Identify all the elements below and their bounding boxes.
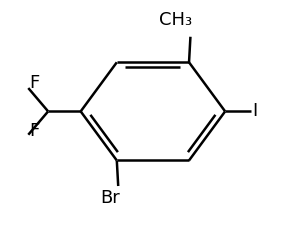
Text: I: I: [252, 102, 257, 120]
Text: F: F: [29, 122, 39, 140]
Text: CH₃: CH₃: [159, 11, 192, 29]
Text: F: F: [29, 74, 39, 92]
Text: Br: Br: [101, 189, 120, 207]
